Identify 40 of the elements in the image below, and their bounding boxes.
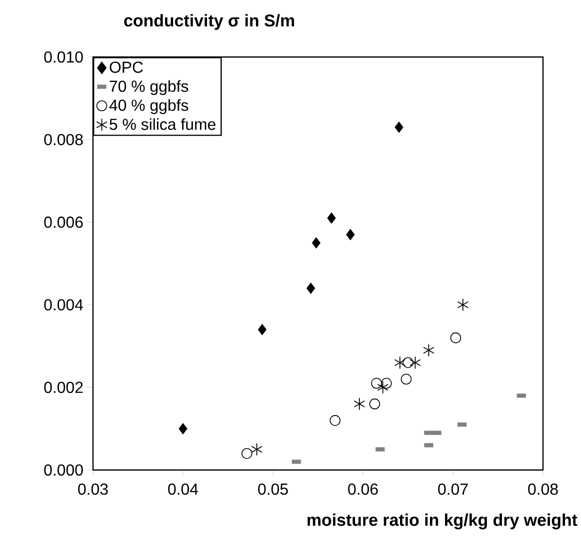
chart-title: conductivity σ in S/m <box>124 14 294 30</box>
legend-label: OPC <box>110 62 143 73</box>
point <box>394 122 404 133</box>
x-tick-label: 0.07 <box>438 484 468 495</box>
point <box>242 448 252 459</box>
point <box>306 282 316 294</box>
x-tick-label: 0.03 <box>78 484 108 495</box>
point <box>312 237 321 249</box>
point <box>450 332 462 344</box>
point <box>346 228 355 240</box>
x-tick-label: 0.06 <box>348 484 378 495</box>
x-tick-label: 0.04 <box>168 484 198 495</box>
point <box>423 344 434 357</box>
point <box>258 324 267 336</box>
point <box>251 442 262 456</box>
point <box>381 378 392 389</box>
legend-label: 70 % ggbfs <box>110 80 188 96</box>
y-tick-label: 0.000 <box>44 464 83 476</box>
y-tick-label: 0.006 <box>44 216 83 228</box>
legend-label: 5 % silica fume <box>110 118 216 130</box>
point <box>354 397 366 410</box>
point <box>330 415 340 426</box>
point <box>327 212 336 224</box>
point <box>377 380 388 394</box>
y-tick-label: 0.010 <box>44 51 83 63</box>
point <box>402 357 414 368</box>
point <box>371 378 382 389</box>
point <box>369 398 380 410</box>
point <box>394 356 406 370</box>
point <box>410 356 421 370</box>
point <box>457 298 469 312</box>
x-axis-title: moisture ratio in kg/kg dry weight <box>308 514 578 530</box>
legend-label: 40 % ggbfs <box>109 99 188 114</box>
y-tick-label: 0.002 <box>44 382 83 394</box>
y-tick-label: 0.004 <box>44 299 83 310</box>
point <box>400 374 412 385</box>
point <box>178 423 188 434</box>
y-tick-label: 0.008 <box>44 134 83 146</box>
x-tick-label: 0.08 <box>528 484 558 495</box>
x-tick-label: 0.05 <box>258 484 288 495</box>
